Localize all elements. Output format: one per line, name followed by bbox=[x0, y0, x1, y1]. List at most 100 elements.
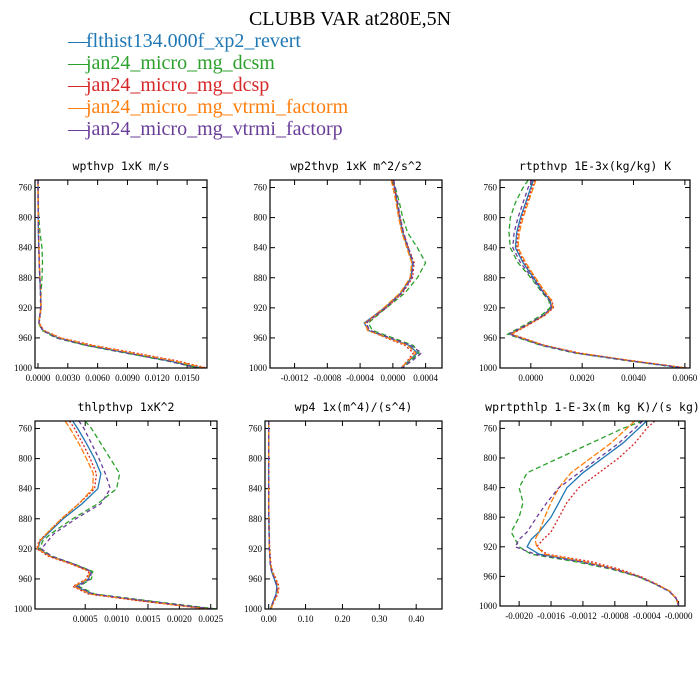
x-tick-label: -0.0012 bbox=[569, 611, 597, 621]
legend-item: —flthist134.000f_xp2_revert bbox=[68, 30, 348, 52]
legend-line-icon: — bbox=[68, 74, 88, 96]
legend-label: jan24_micro_mg_dcsm bbox=[86, 52, 275, 74]
legend-line-icon: — bbox=[68, 118, 88, 140]
panel: wp2thvp 1xK m^2/s^2 760 800 840 880 920 960 100… bbox=[249, 159, 443, 383]
panel-title: rtpthvp 1E-3x(kg/kg) K bbox=[519, 159, 671, 173]
series-line bbox=[535, 420, 680, 607]
x-tick-label: 0.0020 bbox=[570, 373, 595, 383]
y-tick-label: 760 bbox=[19, 183, 33, 193]
y-tick-label: 920 bbox=[19, 303, 33, 313]
x-tick-label: 0.0030 bbox=[55, 373, 80, 383]
x-tick-label: 0.10 bbox=[298, 614, 314, 624]
legend-line-icon: — bbox=[68, 52, 88, 74]
y-tick-label: 760 bbox=[484, 423, 498, 433]
panel: thlpthvp 1xK^2 760 800 840 880 920 960 1000 0.00… bbox=[14, 400, 224, 624]
x-tick-label: 0.40 bbox=[408, 614, 424, 624]
y-tick-label: 960 bbox=[254, 333, 268, 343]
legend-label: jan24_micro_mg_vtrmi_factorm bbox=[86, 96, 349, 118]
x-tick-label: 0.0020 bbox=[167, 614, 192, 624]
y-tick-label: 800 bbox=[19, 213, 33, 223]
series-line bbox=[514, 420, 680, 607]
legend-label: jan24_micro_mg_dcsp bbox=[86, 74, 270, 96]
legend-label: jan24_micro_mg_vtrmi_factorp bbox=[86, 118, 343, 140]
plot-frame bbox=[499, 420, 686, 607]
x-tick-label: -0.0012 bbox=[281, 373, 309, 383]
y-tick-label: 1000 bbox=[479, 363, 498, 373]
legend-label: flthist134.000f_xp2_revert bbox=[86, 30, 301, 52]
series-line bbox=[509, 179, 687, 369]
panel: wpthvp 1xK m/s76080084088092096010000.00… bbox=[14, 159, 208, 383]
series-line bbox=[268, 421, 280, 610]
panel: rtpthvp 1E-3x(kg/kg) K 760 800 840 880 920 960… bbox=[479, 159, 698, 383]
legend: —flthist134.000f_xp2_revert —jan24_micro… bbox=[68, 30, 348, 140]
x-tick-label: 0.20 bbox=[335, 614, 351, 624]
y-tick-label: 880 bbox=[249, 514, 263, 524]
y-tick-label: 800 bbox=[249, 454, 263, 464]
series-line bbox=[367, 179, 427, 369]
series-line bbox=[36, 420, 208, 610]
x-tick-label: 0.30 bbox=[371, 614, 387, 624]
x-tick-label: -0.0008 bbox=[601, 611, 629, 621]
x-tick-label: 0.0000 bbox=[26, 373, 51, 383]
panel-title: wp2thvp 1xK m^2/s^2 bbox=[290, 159, 422, 173]
x-tick-label: 0.0015 bbox=[136, 614, 161, 624]
series-line bbox=[40, 420, 214, 610]
x-tick-label: 0.0025 bbox=[198, 614, 223, 624]
y-tick-label: 920 bbox=[484, 542, 498, 552]
series-line bbox=[534, 420, 680, 607]
plot-frame bbox=[499, 179, 691, 369]
panel-title: thlpthvp 1xK^2 bbox=[78, 400, 175, 414]
figure-title: CLUBB VAR at280E,5N bbox=[248, 8, 452, 30]
y-tick-label: 920 bbox=[254, 303, 268, 313]
panel: wprtpthlp 1-E-3x(m kg K)/(s kg) 760 800 840… bbox=[479, 400, 700, 621]
y-tick-label: 840 bbox=[19, 243, 33, 253]
plot-frame bbox=[264, 420, 443, 610]
series-line bbox=[268, 421, 278, 610]
x-tick-label: 0.0040 bbox=[621, 373, 646, 383]
x-tick-label: 0.00 bbox=[261, 614, 277, 624]
panel-title: wpthvp 1xK m/s bbox=[73, 159, 170, 173]
x-tick-label: 0.0000 bbox=[518, 373, 543, 383]
y-tick-label: 880 bbox=[484, 273, 498, 283]
y-tick-label: 840 bbox=[254, 243, 268, 253]
x-tick-label: 0.0000 bbox=[380, 373, 405, 383]
legend-line-icon: — bbox=[68, 30, 88, 52]
y-tick-label: 840 bbox=[249, 484, 263, 494]
series-line bbox=[364, 179, 417, 369]
legend-line-icon: — bbox=[68, 96, 88, 118]
y-tick-label: 760 bbox=[249, 424, 263, 434]
plot-frame bbox=[34, 179, 208, 369]
y-tick-label: 880 bbox=[484, 512, 498, 522]
y-tick-label: 760 bbox=[254, 183, 268, 193]
y-tick-label: 1000 bbox=[249, 363, 268, 373]
y-tick-label: 880 bbox=[254, 273, 268, 283]
y-tick-label: 920 bbox=[484, 303, 498, 313]
x-tick-label: 0.0120 bbox=[145, 373, 170, 383]
y-tick-label: 960 bbox=[249, 574, 263, 584]
x-tick-label: -0.0008 bbox=[313, 373, 341, 383]
y-tick-label: 800 bbox=[254, 213, 268, 223]
legend-item: —jan24_micro_mg_vtrmi_factorm bbox=[68, 96, 348, 118]
x-tick-label: -0.0020 bbox=[505, 611, 533, 621]
x-tick-label: 0.0010 bbox=[104, 614, 129, 624]
series-line bbox=[506, 179, 683, 369]
x-tick-label: 0.0005 bbox=[73, 614, 98, 624]
x-tick-label: 0.0060 bbox=[85, 373, 110, 383]
y-tick-label: 920 bbox=[19, 544, 33, 554]
series-line bbox=[365, 179, 415, 369]
y-tick-label: 800 bbox=[484, 453, 498, 463]
series-line bbox=[508, 179, 685, 369]
panel-title: wp4 1x(m^4)/(s^4) bbox=[295, 400, 413, 414]
y-tick-label: 840 bbox=[19, 484, 33, 494]
x-tick-label: -0.0004 bbox=[633, 611, 661, 621]
series-line bbox=[36, 420, 210, 610]
panel-title: wprtpthlp 1-E-3x(m kg K)/(s kg) bbox=[485, 400, 700, 414]
plot-frame bbox=[269, 179, 443, 369]
y-tick-label: 800 bbox=[484, 213, 498, 223]
series-line bbox=[507, 179, 684, 369]
series-line bbox=[37, 180, 198, 369]
x-tick-label: -0.0004 bbox=[346, 373, 374, 383]
y-tick-label: 760 bbox=[484, 183, 498, 193]
y-tick-label: 840 bbox=[484, 243, 498, 253]
